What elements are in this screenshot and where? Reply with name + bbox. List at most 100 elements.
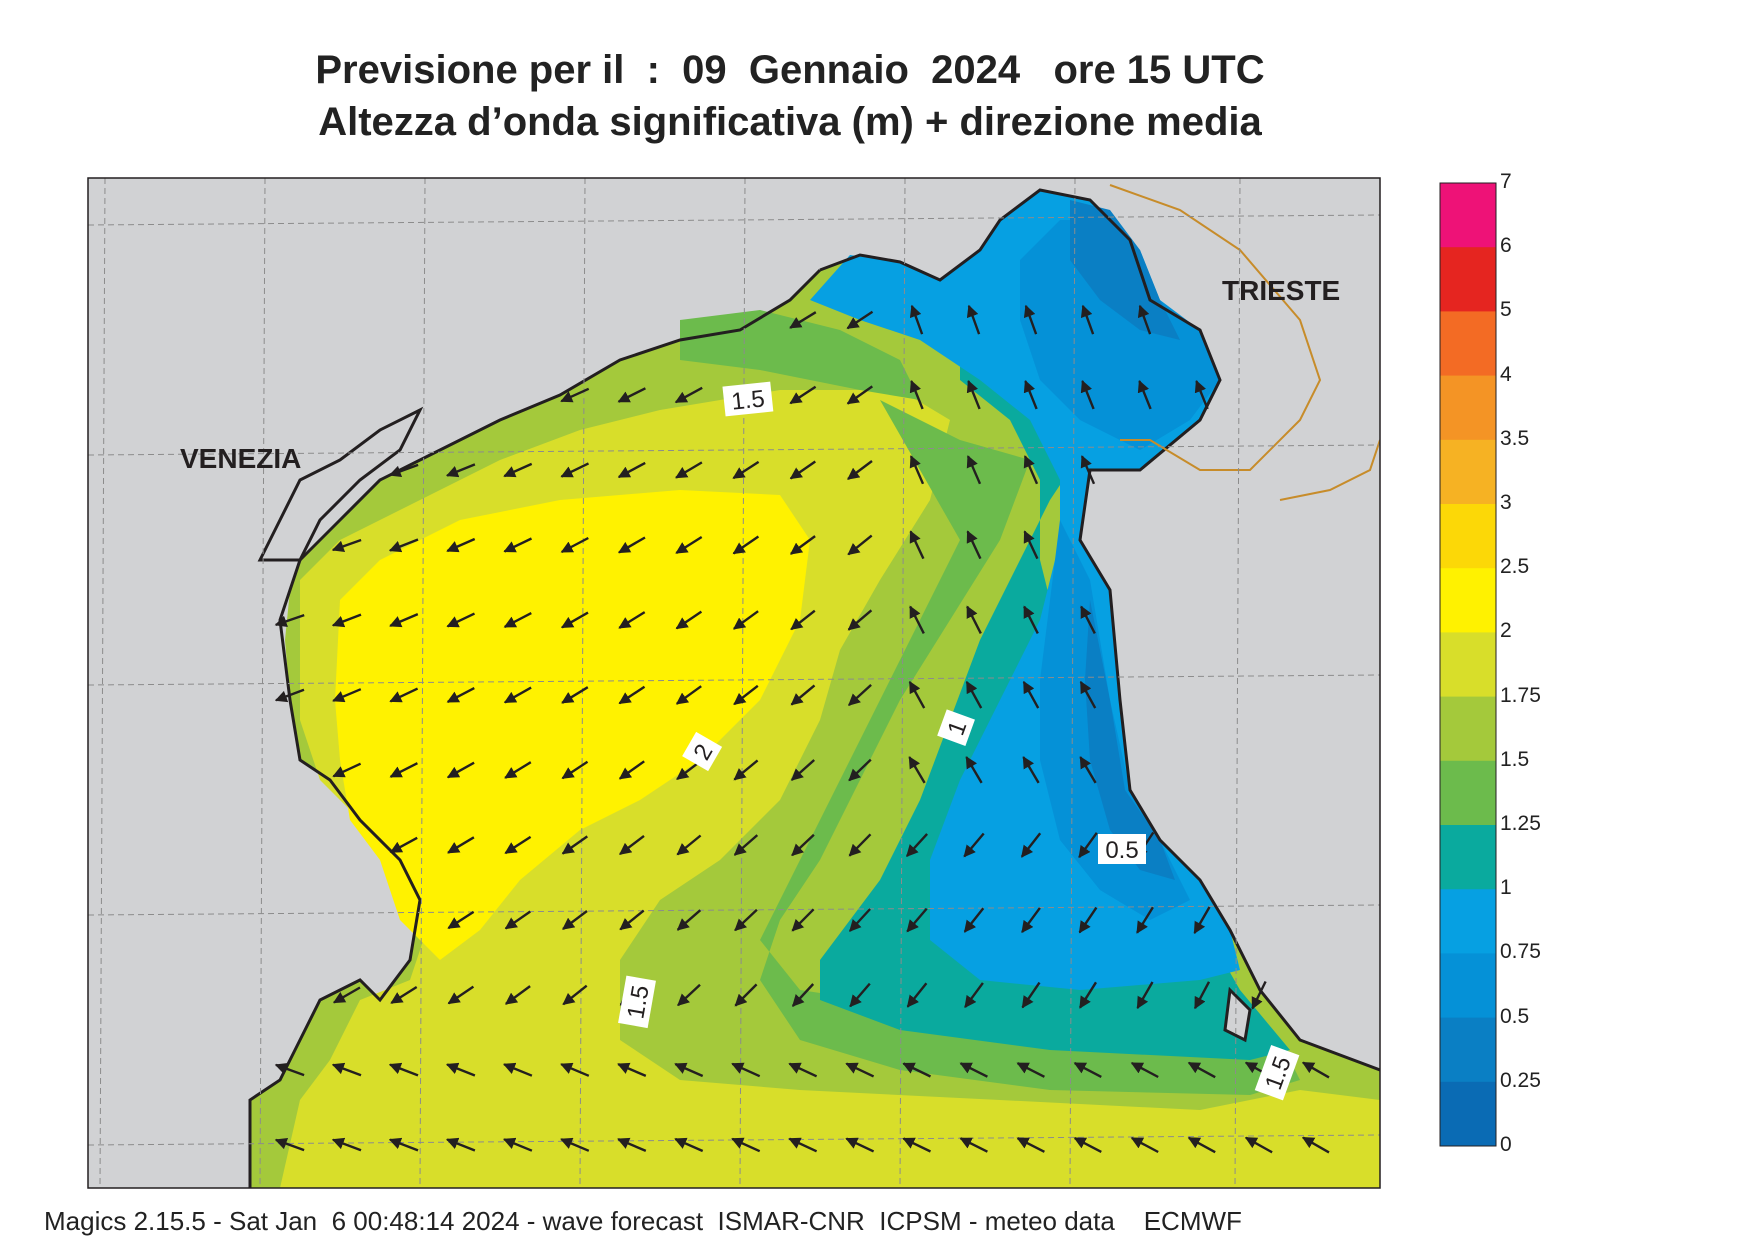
colorbar-swatch (1440, 889, 1496, 954)
direction-arrow (674, 1137, 704, 1153)
direction-arrow (733, 759, 759, 781)
direction-arrow (388, 1062, 419, 1077)
direction-arrow (966, 379, 981, 410)
direction-arrow (1023, 605, 1039, 634)
graticule (88, 178, 1380, 1188)
direction-arrow (1193, 981, 1211, 1010)
direction-arrow (274, 1062, 305, 1077)
direction-arrow (909, 530, 925, 560)
direction-arrow (503, 462, 533, 478)
direction-arrow (619, 834, 645, 856)
direction-arrow (617, 1062, 647, 1078)
direction-arrow (847, 609, 873, 631)
direction-arrow (388, 1137, 419, 1152)
direction-arrow (1136, 906, 1154, 934)
direction-arrow (617, 536, 646, 554)
direction-arrow (560, 1137, 590, 1152)
direction-arrow (1079, 680, 1097, 709)
map-frame (87, 177, 1381, 1189)
direction-arrow (560, 1062, 590, 1077)
direction-arrow (1187, 1061, 1216, 1079)
direction-arrow (1080, 379, 1095, 410)
direction-arrow (332, 986, 361, 1004)
direction-arrow (966, 530, 982, 560)
direction-arrow (1023, 379, 1038, 410)
direction-arrow (676, 909, 702, 931)
direction-arrow (677, 983, 701, 1007)
colorbar-tick-label: 6 (1500, 234, 1512, 258)
direction-arrow (734, 908, 758, 932)
direction-arrow (446, 537, 476, 553)
islet (1223, 986, 1252, 1043)
direction-arrow (274, 1137, 305, 1152)
direction-arrow (503, 537, 533, 553)
direction-arrow (618, 611, 646, 629)
direction-arrow (446, 761, 475, 779)
direction-arrow (789, 385, 817, 405)
colorbar-tick-label: 0.75 (1500, 940, 1541, 964)
direction-arrow (675, 535, 703, 555)
direction-arrow (1080, 605, 1096, 634)
colorbar (1439, 182, 1497, 1147)
direction-arrow (331, 613, 362, 628)
colorbar-swatch (1440, 632, 1496, 698)
direction-arrow (791, 908, 815, 932)
direction-arrow (502, 1137, 533, 1152)
direction-arrow (731, 1062, 761, 1078)
direction-arrow (560, 536, 589, 554)
direction-arrow (1020, 832, 1042, 858)
direction-arrow (906, 982, 928, 1008)
colorbar-tick-label: 0 (1500, 1133, 1512, 1156)
direction-arrow (848, 833, 872, 857)
direction-arrow (1136, 981, 1154, 1010)
direction-arrow (1073, 1062, 1102, 1078)
direction-arrow (964, 982, 984, 1009)
direction-arrow (909, 455, 925, 485)
zone-1-25 (760, 400, 1300, 1095)
direction-arrow (1187, 1136, 1216, 1154)
direction-arrow (966, 455, 982, 485)
direction-arrow (561, 760, 589, 780)
direction-arrow (959, 1062, 988, 1078)
direction-arrow (447, 910, 475, 930)
colorbar-swatch (1440, 183, 1496, 248)
direction-arrow (446, 612, 476, 628)
direction-arrow (790, 609, 816, 631)
colorbar-tick-label: 4 (1500, 362, 1512, 386)
direction-arrow (1021, 981, 1041, 1009)
direction-arrow (1078, 906, 1098, 934)
direction-arrow (389, 836, 418, 854)
direction-arrow (504, 761, 532, 779)
direction-arrow (902, 1137, 932, 1153)
direction-arrow (846, 310, 874, 330)
direction-arrow (732, 610, 759, 630)
direction-arrow (1137, 379, 1152, 410)
colorbar-swatch (1440, 375, 1496, 441)
direction-arrow (503, 686, 532, 704)
direction-arrow (332, 762, 362, 778)
direction-arrow (1130, 1061, 1159, 1079)
direction-arrow (733, 834, 759, 856)
direction-arrow (560, 462, 590, 478)
colorbar-swatch (1440, 247, 1496, 312)
colorbar-swatch (1440, 1017, 1496, 1083)
direction-arrow (845, 1137, 875, 1153)
colorbar-swatch (1440, 696, 1496, 762)
direction-arrows (274, 304, 1330, 1154)
direction-arrow (847, 460, 873, 480)
label-venezia: VENEZIA (180, 443, 301, 474)
direction-arrow (789, 460, 816, 480)
direction-arrow (848, 684, 872, 706)
colorbar-tick-label: 7 (1500, 170, 1512, 193)
direction-arrow (1130, 1136, 1159, 1154)
direction-arrow (1022, 680, 1040, 709)
colorbar-swatch (1440, 504, 1496, 569)
direction-arrow (560, 611, 589, 629)
direction-arrow (1137, 304, 1152, 335)
direction-arrow (617, 387, 646, 403)
colorbar-tick-label: 3.5 (1500, 426, 1530, 450)
border-line (1109, 184, 1322, 471)
zone-0-5 (1020, 220, 1220, 450)
direction-arrow (966, 304, 981, 335)
colorbar-swatch (1440, 311, 1496, 377)
